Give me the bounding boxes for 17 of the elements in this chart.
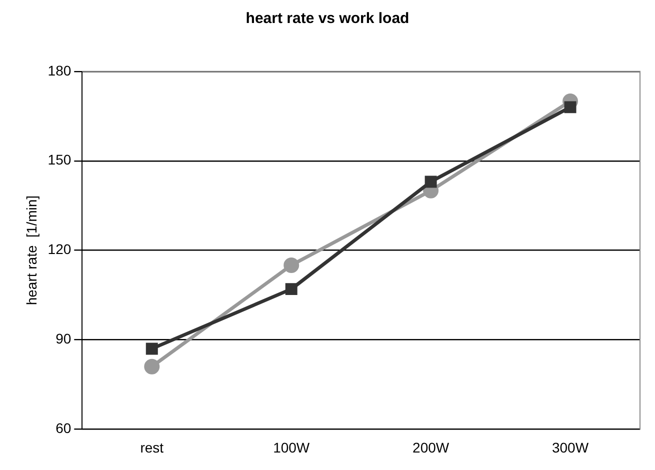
x-tick-label: 100W bbox=[273, 439, 310, 456]
y-tick-label: 150 bbox=[48, 152, 72, 168]
point bbox=[424, 176, 437, 188]
y-axis-title: heart rate [1/min] bbox=[23, 195, 40, 306]
y-tick-label: 180 bbox=[48, 62, 72, 78]
x-tick-label: 200W bbox=[412, 439, 450, 456]
y-tick-label: 120 bbox=[48, 241, 72, 258]
point bbox=[564, 101, 576, 114]
x-tick-label: 300W bbox=[552, 439, 590, 456]
point bbox=[144, 358, 160, 374]
chart-title: heart rate vs work load bbox=[244, 10, 410, 27]
y-tick-label: 90 bbox=[56, 330, 72, 347]
x-tick-label: rest bbox=[140, 439, 164, 456]
point bbox=[146, 342, 158, 355]
y-tick-label: 60 bbox=[56, 420, 72, 436]
point bbox=[285, 283, 298, 296]
point bbox=[284, 257, 300, 273]
